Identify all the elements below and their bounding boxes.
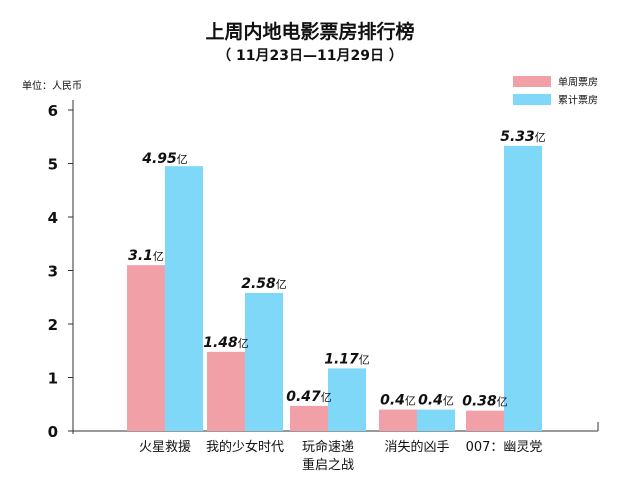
unit-label: 单位：人民币 xyxy=(22,79,82,92)
data-label-unit: 亿 xyxy=(359,353,370,366)
y-tick-label: 1 xyxy=(48,370,58,388)
data-label: 0.4亿 xyxy=(380,393,416,409)
category-label: 火星救援 xyxy=(139,439,191,455)
legend-label: 累计票房 xyxy=(558,94,598,107)
bar-cumulative xyxy=(245,292,283,431)
bar-cumulative xyxy=(504,145,542,431)
chart-subtitle: （ 11月23日—11月29日 ） xyxy=(217,48,403,64)
data-label: 1.48亿 xyxy=(203,335,249,351)
category-label: 重启之战 xyxy=(302,457,354,473)
y-tick-label: 4 xyxy=(48,209,58,227)
bar-weekly xyxy=(207,351,245,431)
data-label: 0.47亿 xyxy=(286,389,332,405)
data-label-unit: 亿 xyxy=(177,153,188,166)
legend-swatch xyxy=(513,76,551,87)
data-label: 5.33亿 xyxy=(500,129,546,145)
legend-swatch xyxy=(513,94,551,105)
data-label-unit: 亿 xyxy=(153,250,164,263)
y-tick-label: 2 xyxy=(48,316,58,334)
bar-weekly xyxy=(290,405,328,431)
y-tick-label: 6 xyxy=(48,102,58,120)
legend-label: 单周票房 xyxy=(558,76,598,89)
data-label-value: 3.1 xyxy=(128,248,153,264)
data-label-value: 4.95 xyxy=(141,151,177,167)
data-label-unit: 亿 xyxy=(443,395,454,408)
bar-cumulative xyxy=(417,409,455,431)
bar-weekly xyxy=(466,410,504,431)
data-label-value: 1.17 xyxy=(324,351,359,367)
data-label-unit: 亿 xyxy=(405,395,416,408)
bar-cumulative xyxy=(165,166,203,432)
data-label-unit: 亿 xyxy=(535,131,546,144)
data-label-value: 0.38 xyxy=(462,394,497,410)
data-label-unit: 亿 xyxy=(497,396,508,409)
category-label: 007：幽灵党 xyxy=(466,440,543,455)
data-label-value: 5.33 xyxy=(500,129,535,145)
data-label-value: 0.4 xyxy=(418,393,443,409)
category-label: 玩命速递 xyxy=(302,439,354,455)
y-tick-label: 0 xyxy=(48,423,58,441)
bars xyxy=(127,145,542,432)
data-label-value: 0.4 xyxy=(380,393,405,409)
data-label: 3.1亿 xyxy=(128,248,164,264)
data-label-value: 2.58 xyxy=(241,276,276,292)
category-label: 消失的凶手 xyxy=(384,439,449,455)
data-label-unit: 亿 xyxy=(276,278,287,291)
data-label: 0.38亿 xyxy=(462,394,508,410)
data-label: 1.17亿 xyxy=(324,351,370,367)
y-tick-label: 5 xyxy=(48,156,58,174)
data-label: 4.95亿 xyxy=(141,151,188,167)
data-label-unit: 亿 xyxy=(238,337,249,350)
data-label: 2.58亿 xyxy=(241,276,287,292)
category-label: 我的少女时代 xyxy=(206,439,284,455)
chart-title: 上周内地电影票房排行榜 xyxy=(205,20,414,43)
data-label-value: 0.47 xyxy=(286,389,321,405)
bar-weekly xyxy=(379,409,417,431)
data-label-unit: 亿 xyxy=(321,391,332,404)
bar-cumulative xyxy=(328,368,366,431)
y-tick-label: 3 xyxy=(48,263,58,281)
bar-weekly xyxy=(127,265,165,431)
data-label: 0.4亿 xyxy=(418,393,454,409)
data-label-value: 1.48 xyxy=(203,335,238,351)
